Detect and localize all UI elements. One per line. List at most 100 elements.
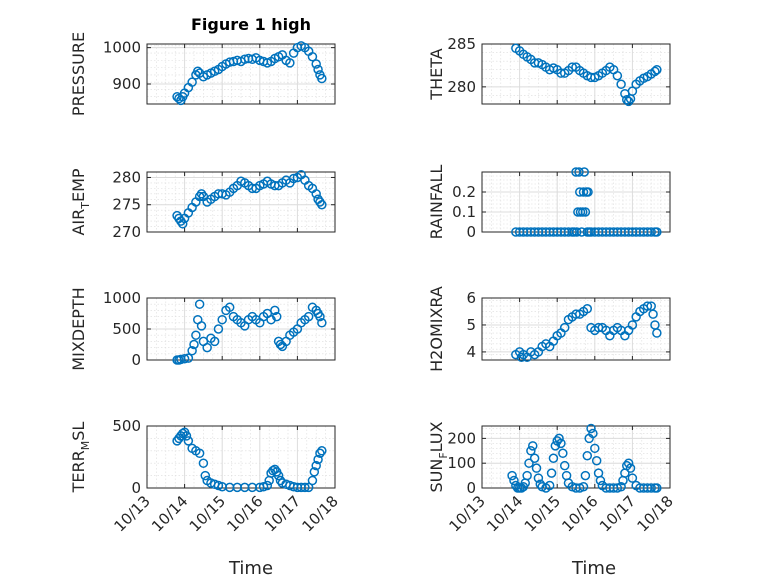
y-axis-label-main: THETA: [427, 48, 446, 100]
data-point: [554, 433, 564, 444]
y-axis-label: THETA: [427, 48, 446, 100]
data-point: [627, 320, 638, 330]
data-point: [588, 428, 598, 439]
data-point: [311, 59, 321, 69]
data-point: [315, 311, 325, 322]
data-point: [567, 62, 577, 72]
x-axis-label-right: Time: [571, 558, 616, 579]
y-axis-label-main: TERR: [69, 450, 88, 493]
y-axis-label-sub: F: [437, 452, 450, 458]
data-point: [196, 321, 207, 331]
data-point: [187, 77, 197, 87]
axes-frame: [481, 43, 671, 105]
axes-frame: [481, 297, 671, 361]
data-point: [194, 448, 205, 459]
data-point: [507, 470, 517, 481]
y-axis-label-tail: EMP: [69, 168, 88, 202]
y-axis-label: TERRMSL: [69, 422, 92, 494]
data-point: [616, 79, 626, 90]
y-tick-label: 270: [112, 223, 141, 241]
axes-box: [481, 425, 671, 489]
panel-rainfall: 0 0.1 0.2 RAINFALL: [427, 165, 671, 241]
x-tick-label: 10/16: [558, 492, 601, 535]
y-axis-label-tail: LUX: [427, 421, 446, 452]
data-point: [285, 58, 295, 68]
panel-air_temp: 270 275 280 AIRTEMP: [69, 168, 336, 241]
data-point: [317, 199, 327, 210]
data-point: [652, 328, 662, 338]
data-point: [307, 51, 318, 62]
y-tick-label: 280: [447, 78, 476, 96]
data-point: [559, 460, 570, 471]
data-point: [183, 436, 194, 446]
data-point: [309, 467, 320, 477]
data-point: [579, 167, 590, 177]
data-point: [623, 458, 634, 468]
panel-terr_msl: 0 500 TERRMSL 10/1310/1410/1510/1610/1710/1…: [69, 417, 342, 535]
data-point: [616, 482, 626, 492]
data-point: [572, 227, 582, 237]
data-point: [650, 66, 660, 77]
figure-title: Figure 1 high: [191, 15, 311, 34]
data-point: [591, 455, 602, 466]
data-point: [529, 453, 540, 463]
data-point: [558, 448, 568, 459]
data-point: [556, 438, 566, 449]
data-point: [213, 324, 224, 334]
y-tick-label: 0: [131, 351, 141, 369]
x-tick-label: 10/14: [148, 492, 191, 535]
data-point: [646, 227, 656, 237]
data-point: [546, 468, 557, 478]
x-tick-label: 10/14: [483, 492, 526, 535]
data-point: [652, 227, 662, 237]
x-tick-label: 10/15: [186, 492, 229, 535]
axes-frame: [146, 171, 336, 233]
data-point: [189, 339, 199, 350]
y-tick-label: 285: [447, 35, 476, 53]
data-point: [623, 96, 634, 107]
data-point: [533, 473, 544, 483]
y-axis-label-main: PRESSURE: [69, 32, 88, 116]
data-point: [622, 94, 632, 105]
data-point: [181, 431, 192, 441]
y-axis-label-main: H2OMIXRA: [427, 286, 446, 372]
data-point: [548, 453, 559, 463]
x-tick-label: 10/18: [299, 492, 342, 535]
data-point: [311, 460, 321, 471]
y-axis-label-main: SUN: [427, 459, 446, 493]
data-point: [317, 318, 327, 328]
data-point: [582, 451, 593, 461]
data-point: [648, 309, 658, 319]
data-point: [273, 470, 284, 481]
y-axis-label: SUNFLUX: [427, 421, 450, 492]
y-axis-label: RAINFALL: [427, 165, 446, 240]
data-point: [179, 354, 190, 364]
data-point: [578, 207, 588, 217]
y-tick-label: 0.1: [452, 203, 476, 221]
data-point: [288, 173, 299, 184]
y-axis-label-main: AIR: [69, 209, 88, 236]
data-point: [315, 448, 325, 459]
y-axis-label: H2OMIXRA: [427, 286, 446, 372]
data-point: [198, 458, 209, 468]
y-tick-label: 280: [112, 168, 141, 186]
data-point: [303, 311, 314, 322]
y-axis-label: PRESSURE: [69, 32, 88, 116]
y-tick-label: 4: [466, 343, 476, 361]
x-tick-label: 10/15: [521, 492, 564, 535]
data-point: [652, 483, 662, 493]
axes-frame: [146, 43, 336, 105]
data-point: [526, 446, 536, 456]
y-axis-label-sub: T: [79, 202, 92, 210]
data-point: [311, 189, 321, 199]
data-point: [313, 454, 323, 465]
data-point: [612, 70, 623, 81]
data-point: [317, 446, 327, 456]
panel-sun_flux: 0100200SUNFLUX10/1310/1410/1510/1610/171…: [427, 421, 677, 535]
y-axis-label-tail: SL: [69, 422, 88, 441]
y-tick-label: 0: [131, 479, 141, 497]
y-tick-label: 275: [112, 196, 141, 214]
data-point: [313, 64, 323, 75]
x-tick-label: 10/13: [111, 492, 154, 535]
data-point: [580, 470, 591, 481]
